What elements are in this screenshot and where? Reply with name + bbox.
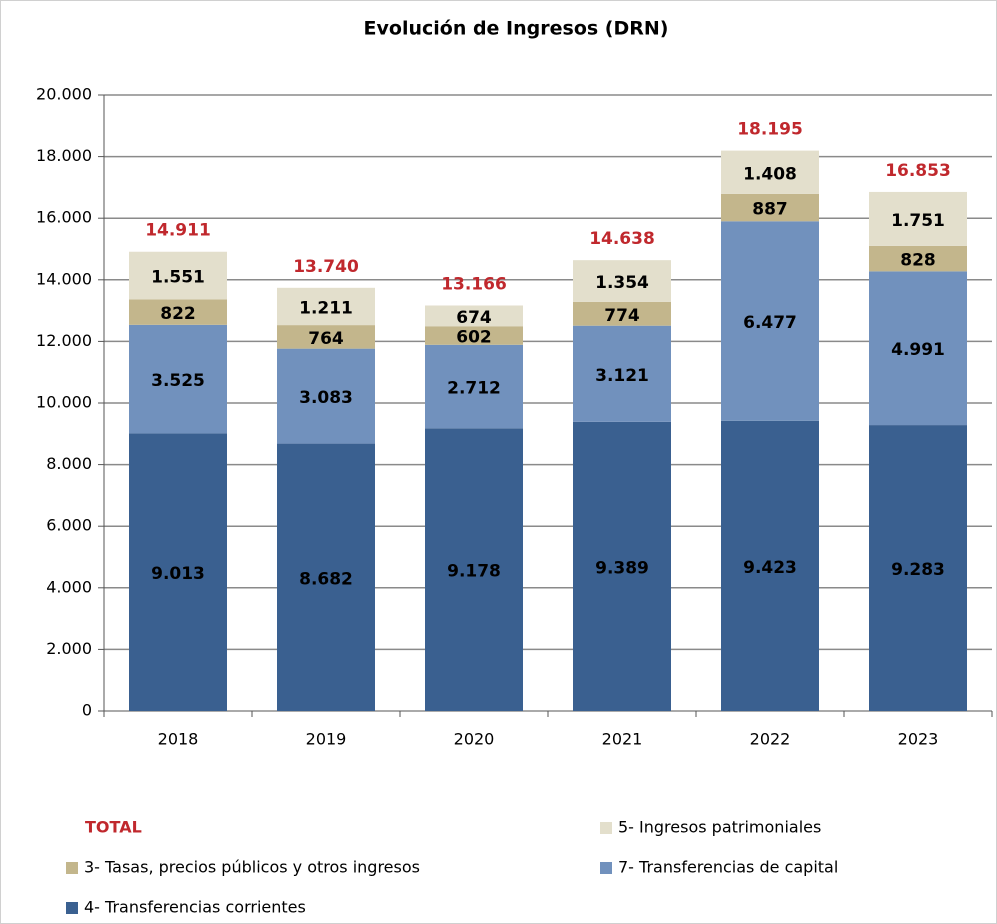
value-label: 9.283	[891, 560, 945, 580]
x-tick-label: 2020	[454, 730, 495, 749]
total-label: 14.638	[589, 229, 655, 249]
legend-swatch	[66, 902, 78, 914]
bar-segment	[129, 299, 227, 325]
bar-segment	[721, 193, 819, 222]
bar-segment	[721, 221, 819, 421]
y-tick-label: 14.000	[36, 269, 92, 288]
bar-segment	[869, 425, 967, 711]
legend-label: 7- Transferencias de capital	[618, 858, 838, 877]
y-tick-label: 10.000	[36, 393, 92, 412]
x-tick-label: 2023	[898, 730, 939, 749]
value-label: 9.389	[595, 558, 649, 578]
y-tick-label: 20.000	[36, 85, 92, 104]
y-tick-label: 0	[82, 701, 92, 720]
value-label: 9.423	[743, 558, 797, 578]
x-tick-label: 2021	[602, 730, 643, 749]
bar-segment	[721, 150, 819, 194]
value-label: 1.408	[743, 164, 797, 184]
y-tick-label: 18.000	[36, 146, 92, 165]
value-label: 1.211	[299, 298, 353, 318]
bar-segment	[129, 433, 227, 711]
value-label: 6.477	[743, 313, 797, 333]
y-tick-label: 6.000	[46, 516, 92, 535]
bar-segment	[573, 301, 671, 326]
total-label: 13.740	[293, 257, 359, 277]
bar-segment	[277, 443, 375, 711]
x-tick-label: 2019	[306, 730, 347, 749]
value-label: 602	[456, 328, 492, 348]
value-label: 674	[456, 308, 492, 328]
legend-swatch	[66, 862, 78, 874]
bar-segment	[425, 344, 523, 429]
bar-segment	[277, 325, 375, 349]
bar-segment	[425, 326, 523, 345]
value-label: 4.991	[891, 340, 945, 360]
bar-segment	[573, 421, 671, 711]
legend-label: 3- Tasas, precios públicos y otros ingre…	[84, 858, 420, 877]
value-label: 3.121	[595, 366, 649, 386]
bar-segment	[869, 245, 967, 272]
value-label: 822	[160, 304, 196, 324]
value-label: 9.178	[447, 562, 501, 582]
bar-segment	[425, 305, 523, 327]
chart-title: Evolución de Ingresos (DRN)	[364, 18, 669, 40]
value-label: 887	[752, 200, 788, 220]
value-label: 8.682	[299, 569, 353, 589]
y-tick-label: 4.000	[46, 577, 92, 596]
bar-segment	[277, 348, 375, 444]
value-label: 1.551	[151, 268, 205, 288]
value-label: 3.525	[151, 371, 205, 391]
bar-segment	[573, 260, 671, 302]
y-tick-label: 8.000	[46, 454, 92, 473]
legend-label: TOTAL	[85, 818, 142, 837]
bar-segment	[869, 271, 967, 426]
y-tick-label: 12.000	[36, 331, 92, 350]
value-label: 828	[900, 251, 936, 271]
bar-segment	[573, 325, 671, 422]
legend-label: 5- Ingresos patrimoniales	[618, 818, 821, 837]
total-label: 14.911	[145, 221, 211, 241]
bar-segment	[129, 324, 227, 434]
total-label: 13.166	[441, 274, 507, 294]
legend-label: 4- Transferencias corrientes	[84, 898, 306, 917]
y-tick-label: 2.000	[46, 639, 92, 658]
y-tick-label: 16.000	[36, 208, 92, 227]
value-label: 9.013	[151, 564, 205, 584]
legend-swatch	[600, 862, 612, 874]
legend-swatch	[600, 822, 612, 834]
bar-segment	[277, 287, 375, 326]
x-tick-label: 2022	[750, 730, 791, 749]
bar-segment	[129, 251, 227, 300]
bar-segment	[425, 428, 523, 711]
total-label: 16.853	[885, 161, 951, 181]
value-label: 2.712	[447, 379, 501, 399]
bar-segment	[721, 420, 819, 711]
value-label: 3.083	[299, 388, 353, 408]
x-tick-label: 2018	[158, 730, 199, 749]
value-label: 1.354	[595, 273, 649, 293]
total-label: 18.195	[737, 120, 803, 140]
value-label: 1.751	[891, 211, 945, 231]
value-label: 774	[604, 306, 640, 326]
bar-segment	[869, 191, 967, 246]
value-label: 764	[308, 329, 344, 349]
